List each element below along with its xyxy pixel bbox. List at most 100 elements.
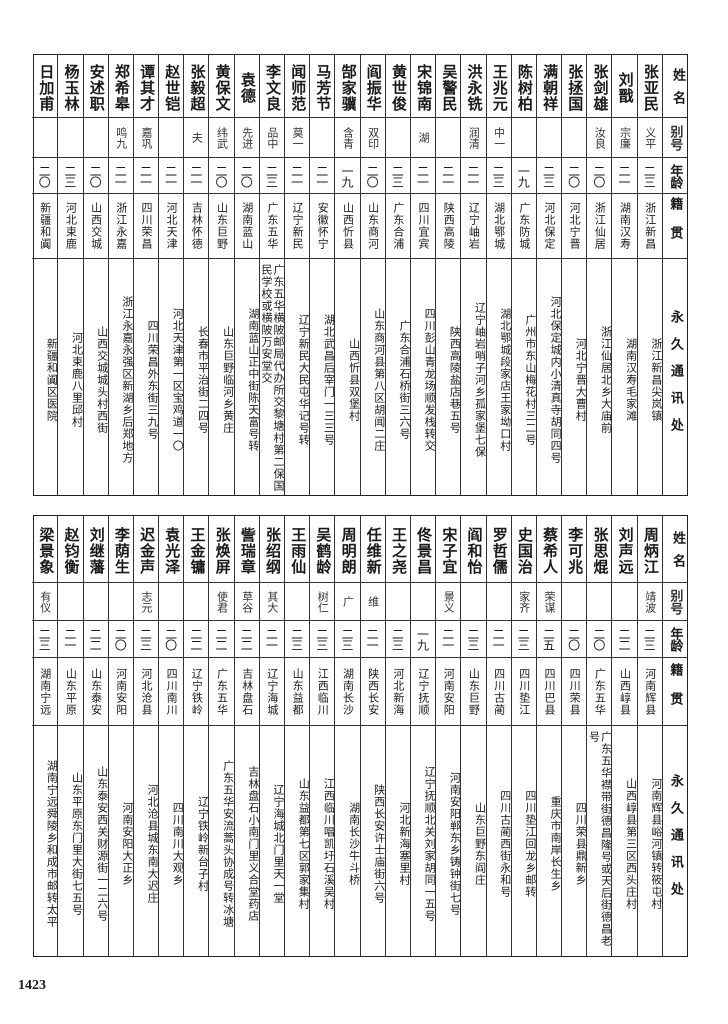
cell-native: 河南安阳 xyxy=(108,658,133,726)
header-column: 姓名 别号 年龄 籍贯 永久通讯处 xyxy=(661,55,687,495)
cell-address: 辽宁海城北门里天一堂 xyxy=(272,783,284,904)
cell-age: 二三 xyxy=(637,621,662,658)
cell-age: 二三 xyxy=(32,621,58,658)
person-column: 袁德 先进 二〇 湖南蓝山 湖南蓝山正中街陈天富号转 xyxy=(233,55,259,495)
cell-native: 四川南川 xyxy=(159,658,184,726)
cell-name: 赵世铠 xyxy=(159,55,184,118)
cell-alias xyxy=(587,583,612,621)
person-column: 刘戬 宗廉 二一 湖南汉寿 湖南汉寿毛家滩 xyxy=(611,55,637,495)
cell-native: 山西崞县 xyxy=(612,658,637,726)
header-alias: 别号 xyxy=(662,118,687,158)
cell-native: 四川荣昌 xyxy=(133,194,159,259)
cell-alias xyxy=(58,583,83,621)
cell-age: 二〇 xyxy=(587,158,612,194)
cell-native: 河南安阳 xyxy=(436,658,461,726)
cell-address: 浙江仙居北乡大庙前 xyxy=(599,325,612,434)
cell-age: 二三 xyxy=(335,621,360,658)
cell-age: 一九 xyxy=(335,158,360,194)
cell-name: 张拯国 xyxy=(562,55,587,118)
cell-name: 刘继藩 xyxy=(83,516,108,583)
person-column: 张焕屏 使君 二二 广东五华 广东五华安流蒿头协成号转冰塘 xyxy=(208,516,234,956)
cell-name: 王兆元 xyxy=(486,55,511,118)
cell-age: 二〇 xyxy=(32,158,58,194)
cell-native: 河北天津 xyxy=(159,194,184,259)
cell-address: 广东合浦石桥街三六号 xyxy=(397,319,410,440)
cell-alias xyxy=(486,583,511,621)
cell-alias: 先进 xyxy=(234,118,259,158)
cell-address: 辽宁岫岩哨子河乡孤家堡七保 xyxy=(473,301,486,458)
cell-name: 迟金声 xyxy=(133,516,159,583)
cell-alias: 润清 xyxy=(461,118,486,158)
cell-name: 洪永铣 xyxy=(461,55,486,118)
cell-age: 二三 xyxy=(285,621,310,658)
cell-native: 浙江仙居 xyxy=(587,194,612,259)
header-address: 永久通讯处 xyxy=(667,773,683,909)
cell-alias: 志元 xyxy=(133,583,159,621)
cell-address: 长春市平治街二四号 xyxy=(196,325,209,434)
cell-address: 湖北鄂城段家店王家坳口村 xyxy=(498,307,511,452)
cell-address: 广东五华襟带街德昌隆号或天后街德昌老号 xyxy=(587,731,612,947)
cell-alias xyxy=(58,118,83,158)
cell-name: 王雨仙 xyxy=(285,516,310,583)
cell-alias xyxy=(159,118,184,158)
cell-age: 二〇 xyxy=(562,158,587,194)
person-column: 吴鹤龄 树仁 二三 江西临川 江西临川唱凯圩石溪吴村 xyxy=(309,516,335,956)
cell-name: 史国治 xyxy=(511,516,536,583)
cell-alias xyxy=(32,118,58,158)
cell-address: 山东巨野东阎庄 xyxy=(473,801,486,886)
cell-address: 四川荣昌外东街三九号 xyxy=(146,319,159,440)
person-column: 张毅超夫二一 吉林怀德 长春市平治街二四号 xyxy=(183,55,209,495)
cell-name: 宋子宜 xyxy=(436,516,461,583)
cell-alias xyxy=(83,583,108,621)
cell-native: 四川古蔺 xyxy=(486,658,511,726)
cell-name: 黄保文 xyxy=(209,55,234,118)
person-column: 李文良 品中 二三 广东五华 广东五华横陂邮局代办所交黎塘村第二保国民学校或横陂万安堂交 xyxy=(258,55,284,495)
cell-name: 满朝祥 xyxy=(536,55,562,118)
cell-name: 訾瑞章 xyxy=(234,516,259,583)
cell-age: 二三 xyxy=(536,158,562,194)
cell-address: 陕西高陵盐店巷五号 xyxy=(448,325,461,434)
cell-alias: 嘉巩 xyxy=(133,118,159,158)
cell-address: 辽宁新民大民屯华记号转 xyxy=(297,313,310,446)
cell-native: 四川垫江 xyxy=(511,658,536,726)
person-column: 杨玉林 二三 河北束鹿 河北束鹿八里邱村 xyxy=(57,55,83,495)
person-column: 黄世俊 二三 广东合浦 广东合浦石桥街三六号 xyxy=(384,55,410,495)
person-column: 安述职 二〇 山西交城 山西交城城头村西街 xyxy=(82,55,108,495)
cell-age: 二五 xyxy=(536,621,562,658)
cell-native: 吉林怀德 xyxy=(184,194,209,259)
cell-age: 二三 xyxy=(259,158,284,194)
cell-native: 山东泰安 xyxy=(83,658,108,726)
person-column: 黄保文 纬武 二〇 山东巨野 山东巨野临河乡黄庄 xyxy=(208,55,234,495)
person-column: 马芳节 二一 安徽怀宁 湖北武昌后宰门一三三号 xyxy=(309,55,335,495)
cell-alias: 品中 xyxy=(259,118,284,158)
page-number: 1423 xyxy=(18,978,46,993)
cell-native: 四川巴县 xyxy=(536,658,562,726)
cell-address: 陕西长安许士庙街六号 xyxy=(372,783,385,904)
cell-alias xyxy=(159,583,184,621)
cell-native: 山东平原 xyxy=(58,658,83,726)
cell-alias: 湖 xyxy=(410,118,436,158)
cell-age: 二三 xyxy=(310,621,335,658)
cell-age: 二〇 xyxy=(83,158,108,194)
cell-native: 湖南汉寿 xyxy=(612,194,637,259)
cell-alias: 义平 xyxy=(637,118,662,158)
cell-alias: 维 xyxy=(360,583,385,621)
cell-name: 李可兆 xyxy=(562,516,587,583)
cell-name: 王金镛 xyxy=(184,516,209,583)
cell-address: 湖北武昌后宰门一三三号 xyxy=(322,313,335,446)
cell-address: 湖南长沙牛斗桥 xyxy=(347,801,360,886)
cell-native: 广东五华 xyxy=(587,658,612,726)
cell-native: 辽宁新民 xyxy=(285,194,310,259)
cell-address: 四川荣县鼎新乡 xyxy=(574,801,587,886)
cell-address: 山东巨野临河乡黄庄 xyxy=(221,325,234,434)
cell-native: 辽宁岫岩 xyxy=(461,194,486,259)
cell-alias xyxy=(511,118,536,158)
person-column: 闻师范 莫一 二一 辽宁新民 辽宁新民大民屯华记号转 xyxy=(284,55,310,495)
person-column: 张亚民 义平 二三 浙江新昌 浙江新昌尖岚镇 xyxy=(636,55,662,495)
person-column: 王之尧 二三 河北新海 河北新海塞里村 xyxy=(384,516,410,956)
cell-name: 黄世俊 xyxy=(385,55,410,118)
cell-address: 四川垫江回龙乡邮转 xyxy=(523,789,536,898)
cell-alias: 家齐 xyxy=(511,583,536,621)
person-column: 谭其才 嘉巩 二一 四川荣昌 四川荣昌外东街三九号 xyxy=(132,55,159,495)
cell-address: 河南安阳郸东乡铸钟街七号 xyxy=(448,771,461,916)
